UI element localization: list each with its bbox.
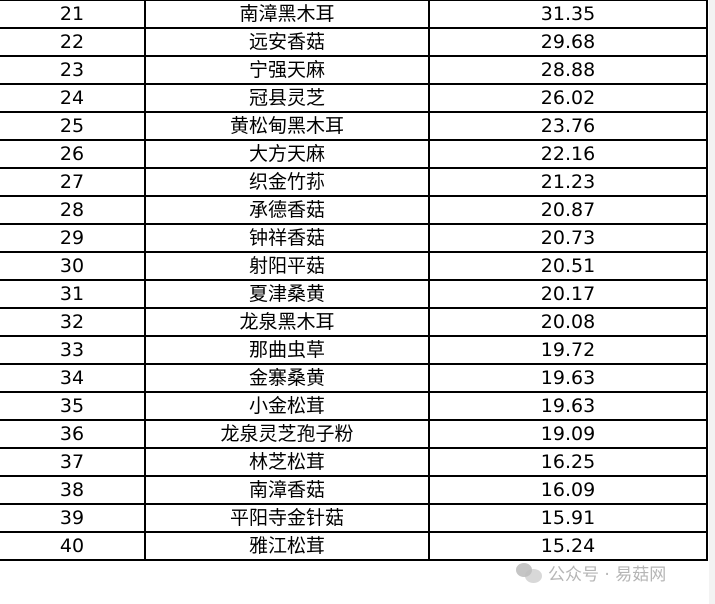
- rank-cell: 21: [0, 0, 146, 29]
- table-row: 26 大方天麻 22.16: [0, 139, 708, 169]
- rank-cell: 28: [0, 195, 146, 225]
- name-cell: 冠县灵芝: [144, 83, 430, 113]
- table-row: 38 南漳香菇 16.09: [0, 475, 708, 505]
- name-cell: 钟祥香菇: [144, 223, 430, 253]
- table-row: 22 远安香菇 29.68: [0, 27, 708, 57]
- value-cell: 19.63: [428, 391, 708, 421]
- rank-cell: 35: [0, 391, 146, 421]
- name-cell: 小金松茸: [144, 391, 430, 421]
- name-cell: 龙泉灵芝孢子粉: [144, 419, 430, 449]
- rank-cell: 34: [0, 363, 146, 393]
- name-cell: 射阳平菇: [144, 251, 430, 281]
- wechat-icon: [516, 562, 542, 583]
- table-row: 24 冠县灵芝 26.02: [0, 83, 708, 113]
- name-cell: 平阳寺金针菇: [144, 503, 430, 533]
- rank-cell: 23: [0, 55, 146, 85]
- value-cell: 28.88: [428, 55, 708, 85]
- name-cell: 承德香菇: [144, 195, 430, 225]
- name-cell: 大方天麻: [144, 139, 430, 169]
- rank-cell: 30: [0, 251, 146, 281]
- value-cell: 15.24: [428, 531, 708, 561]
- value-cell: 19.72: [428, 335, 708, 365]
- rank-cell: 25: [0, 111, 146, 141]
- rank-cell: 24: [0, 83, 146, 113]
- rank-cell: 33: [0, 335, 146, 365]
- name-cell: 南漳黑木耳: [144, 0, 430, 29]
- value-cell: 16.25: [428, 447, 708, 477]
- table-row: 37 林芝松茸 16.25: [0, 447, 708, 477]
- table-row: 40 雅江松茸 15.24: [0, 531, 708, 561]
- table-row: 25 黄松甸黑木耳 23.76: [0, 111, 708, 141]
- value-cell: 15.91: [428, 503, 708, 533]
- name-cell: 宁强天麻: [144, 55, 430, 85]
- rank-cell: 27: [0, 167, 146, 197]
- value-cell: 20.73: [428, 223, 708, 253]
- rank-cell: 26: [0, 139, 146, 169]
- table-row: 35 小金松茸 19.63: [0, 391, 708, 421]
- table-row: 29 钟祥香菇 20.73: [0, 223, 708, 253]
- name-cell: 那曲虫草: [144, 335, 430, 365]
- value-cell: 23.76: [428, 111, 708, 141]
- rank-cell: 31: [0, 279, 146, 309]
- rank-cell: 36: [0, 419, 146, 449]
- name-cell: 龙泉黑木耳: [144, 307, 430, 337]
- table-row: 34 金寨桑黄 19.63: [0, 363, 708, 393]
- name-cell: 黄松甸黑木耳: [144, 111, 430, 141]
- value-cell: 26.02: [428, 83, 708, 113]
- value-cell: 19.09: [428, 419, 708, 449]
- value-cell: 31.35: [428, 0, 708, 29]
- watermark: 公众号 · 易菇网: [516, 560, 666, 585]
- name-cell: 雅江松茸: [144, 531, 430, 561]
- name-cell: 远安香菇: [144, 27, 430, 57]
- right-margin: [709, 0, 715, 604]
- name-cell: 织金竹荪: [144, 167, 430, 197]
- table-row: 30 射阳平菇 20.51: [0, 251, 708, 281]
- table-row: 21 南漳黑木耳 31.35: [0, 0, 708, 29]
- name-cell: 夏津桑黄: [144, 279, 430, 309]
- rank-cell: 37: [0, 447, 146, 477]
- rank-cell: 40: [0, 531, 146, 561]
- value-cell: 29.68: [428, 27, 708, 57]
- table-row: 39 平阳寺金针菇 15.91: [0, 503, 708, 533]
- table-row: 36 龙泉灵芝孢子粉 19.09: [0, 419, 708, 449]
- table-row: 23 宁强天麻 28.88: [0, 55, 708, 85]
- rank-cell: 22: [0, 27, 146, 57]
- value-cell: 16.09: [428, 475, 708, 505]
- value-cell: 22.16: [428, 139, 708, 169]
- value-cell: 19.63: [428, 363, 708, 393]
- table-row: 33 那曲虫草 19.72: [0, 335, 708, 365]
- ranking-table: 21 南漳黑木耳 31.35 22 远安香菇 29.68 23 宁强天麻 28.88 24 冠县灵芝…: [0, 0, 708, 561]
- table-row: 27 织金竹荪 21.23: [0, 167, 708, 197]
- name-cell: 金寨桑黄: [144, 363, 430, 393]
- rank-cell: 38: [0, 475, 146, 505]
- value-cell: 20.87: [428, 195, 708, 225]
- value-cell: 20.51: [428, 251, 708, 281]
- rank-cell: 29: [0, 223, 146, 253]
- rank-cell: 39: [0, 503, 146, 533]
- rank-cell: 32: [0, 307, 146, 337]
- name-cell: 南漳香菇: [144, 475, 430, 505]
- value-cell: 20.08: [428, 307, 708, 337]
- value-cell: 21.23: [428, 167, 708, 197]
- table-row: 28 承德香菇 20.87: [0, 195, 708, 225]
- value-cell: 20.17: [428, 279, 708, 309]
- table-row: 32 龙泉黑木耳 20.08: [0, 307, 708, 337]
- table-row: 31 夏津桑黄 20.17: [0, 279, 708, 309]
- watermark-text: 公众号 · 易菇网: [548, 565, 667, 585]
- name-cell: 林芝松茸: [144, 447, 430, 477]
